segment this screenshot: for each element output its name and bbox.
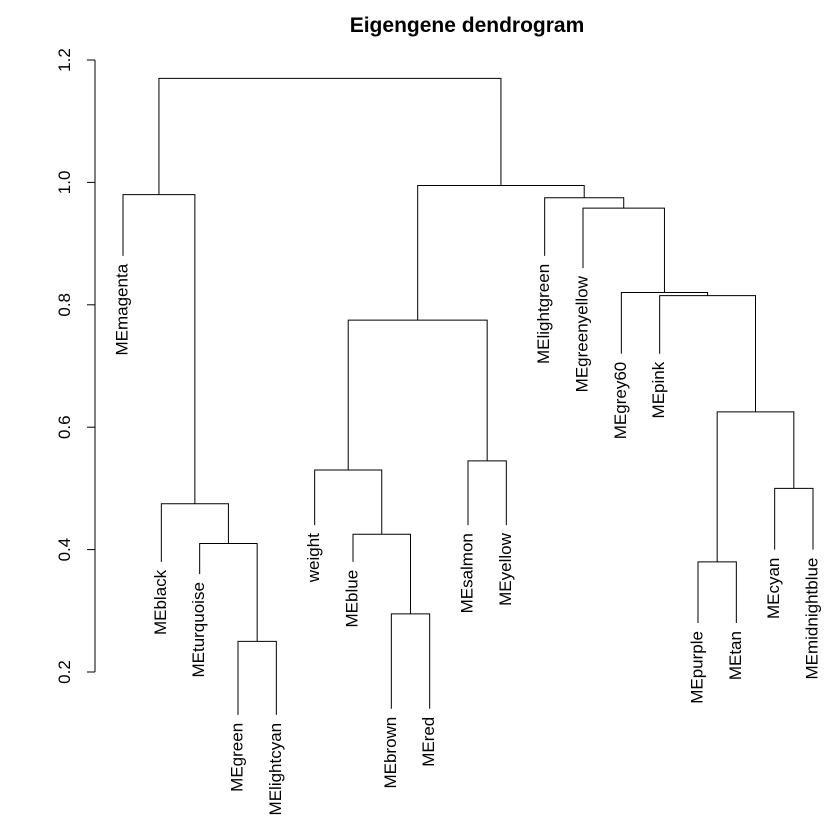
chart-title: Eigengene dendrogram xyxy=(350,14,585,37)
dendrogram-branch xyxy=(352,533,411,614)
dendrogram-branch xyxy=(544,197,625,256)
dendrogram-branch xyxy=(774,487,814,550)
dendrogram-branch xyxy=(417,184,585,321)
y-tick-label: 0.2 xyxy=(55,660,74,684)
dendrogram-branch xyxy=(158,77,502,195)
y-tick-label: 0.6 xyxy=(55,415,74,439)
y-axis: 0.2 0.4 0.6 0.8 1.0 1.2 xyxy=(55,48,96,684)
dendrogram-branches xyxy=(122,77,814,715)
leaf-label: MEpink xyxy=(649,361,668,418)
y-tick-label: 0.4 xyxy=(55,538,74,562)
dendrogram-branch xyxy=(160,503,229,562)
y-tick-label: 0.8 xyxy=(55,293,74,317)
leaf-label: MEmagenta xyxy=(112,263,131,355)
leaf-label: MEbrown xyxy=(381,717,400,789)
leaf-label: MEturquoise xyxy=(189,582,208,677)
dendrogram-branch xyxy=(659,295,756,412)
leaf-label: MEgrey60 xyxy=(611,362,630,439)
dendrogram-branch xyxy=(697,561,737,624)
leaf-label: MElightgreen xyxy=(534,264,553,364)
leaf-label: MEpurple xyxy=(687,631,706,704)
dendrogram-branch xyxy=(122,194,196,504)
dendrogram-branch xyxy=(467,460,507,526)
leaf-label: MEred xyxy=(419,717,438,767)
dendrogram-branch xyxy=(199,542,258,642)
dendrogram-branch xyxy=(390,613,431,709)
leaf-label: MEgreen xyxy=(227,723,246,792)
y-tick-label: 1.2 xyxy=(55,48,74,72)
leaf-label: MEmidnightblue xyxy=(802,558,821,680)
y-tick-label: 1.0 xyxy=(55,171,74,195)
dendrogram-branch xyxy=(314,469,383,535)
leaf-label: MEblue xyxy=(342,570,361,628)
leaf-label: MElightcyan xyxy=(266,723,285,816)
dendrogram-branch xyxy=(620,292,709,354)
leaf-label: weight xyxy=(304,533,323,583)
leaf-label: MEcyan xyxy=(764,558,783,619)
leaf-label: MEgreenyellow xyxy=(572,275,591,392)
leaf-label: MEblack xyxy=(151,569,170,635)
dendrogram-branch xyxy=(582,207,665,293)
leaf-labels: MEmagenta MEblack MEturquoise MEgreen MEligh… xyxy=(112,263,821,815)
leaf-label: MEyellow xyxy=(496,532,515,605)
dendrogram-branch xyxy=(716,411,795,562)
dendrogram-branch xyxy=(347,319,488,471)
leaf-label: MEsalmon xyxy=(457,533,476,613)
dendrogram-branch xyxy=(237,640,277,715)
leaf-label: MEtan xyxy=(726,631,745,680)
